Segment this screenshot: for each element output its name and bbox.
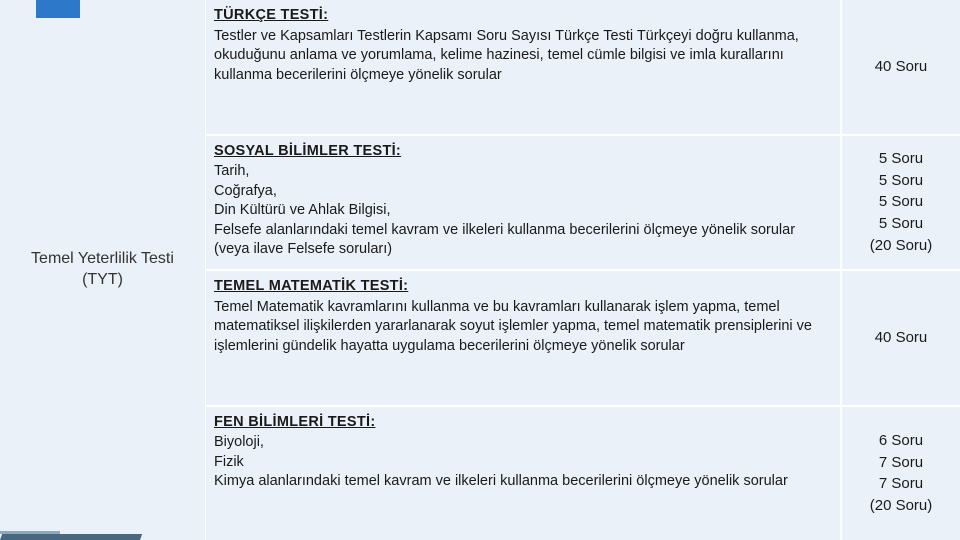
count-line: 40 Soru <box>875 327 928 349</box>
table-layout: Temel Yeterlilik Testi (TYT) TÜRKÇE TEST… <box>0 0 960 540</box>
row-heading: TÜRKÇE TESTİ: <box>214 6 828 26</box>
count-line: 5 Soru <box>879 191 923 213</box>
row-counts: 40 Soru <box>840 271 960 405</box>
count-line: 5 Soru <box>879 213 923 235</box>
row-heading: TEMEL MATEMATİK TESTİ: <box>214 277 828 297</box>
main-column: TÜRKÇE TESTİ: Testler ve Kapsamları Test… <box>205 0 960 540</box>
row-counts: 40 Soru <box>840 0 960 134</box>
count-line: 7 Soru <box>879 473 923 495</box>
row-heading: FEN BİLİMLERİ TESTİ: <box>214 413 828 433</box>
table-row: TEMEL MATEMATİK TESTİ: Temel Matematik k… <box>206 271 960 407</box>
count-line: 6 Soru <box>879 430 923 452</box>
table-row: TÜRKÇE TESTİ: Testler ve Kapsamları Test… <box>206 0 960 136</box>
side-title: Temel Yeterlilik Testi (TYT) <box>10 249 195 291</box>
count-line: 7 Soru <box>879 452 923 474</box>
row-description: FEN BİLİMLERİ TESTİ: Biyoloji, Fizik Kim… <box>206 407 840 540</box>
row-counts: 5 Soru 5 Soru 5 Soru 5 Soru (20 Soru) <box>840 136 960 270</box>
row-body: Testler ve Kapsamları Testlerin Kapsamı … <box>214 27 828 86</box>
table-row: SOSYAL BİLİMLER TESTİ: Tarih, Coğrafya, … <box>206 136 960 272</box>
row-description: TEMEL MATEMATİK TESTİ: Temel Matematik k… <box>206 271 840 405</box>
row-body: Temel Matematik kavramlarını kullanma ve… <box>214 298 828 357</box>
table-row: FEN BİLİMLERİ TESTİ: Biyoloji, Fizik Kim… <box>206 407 960 540</box>
count-line: (20 Soru) <box>870 235 933 257</box>
row-description: SOSYAL BİLİMLER TESTİ: Tarih, Coğrafya, … <box>206 136 840 270</box>
row-body: Tarih, Coğrafya, Din Kültürü ve Ahlak Bi… <box>214 162 828 260</box>
row-body: Biyoloji, Fizik Kimya alanlarındaki teme… <box>214 433 828 492</box>
row-description: TÜRKÇE TESTİ: Testler ve Kapsamları Test… <box>206 0 840 134</box>
count-line: 5 Soru <box>879 170 923 192</box>
row-heading: SOSYAL BİLİMLER TESTİ: <box>214 142 828 162</box>
row-counts: 6 Soru 7 Soru 7 Soru (20 Soru) <box>840 407 960 540</box>
side-column: Temel Yeterlilik Testi (TYT) <box>0 0 205 540</box>
count-line: (20 Soru) <box>870 495 933 517</box>
count-line: 40 Soru <box>875 56 928 78</box>
count-line: 5 Soru <box>879 148 923 170</box>
